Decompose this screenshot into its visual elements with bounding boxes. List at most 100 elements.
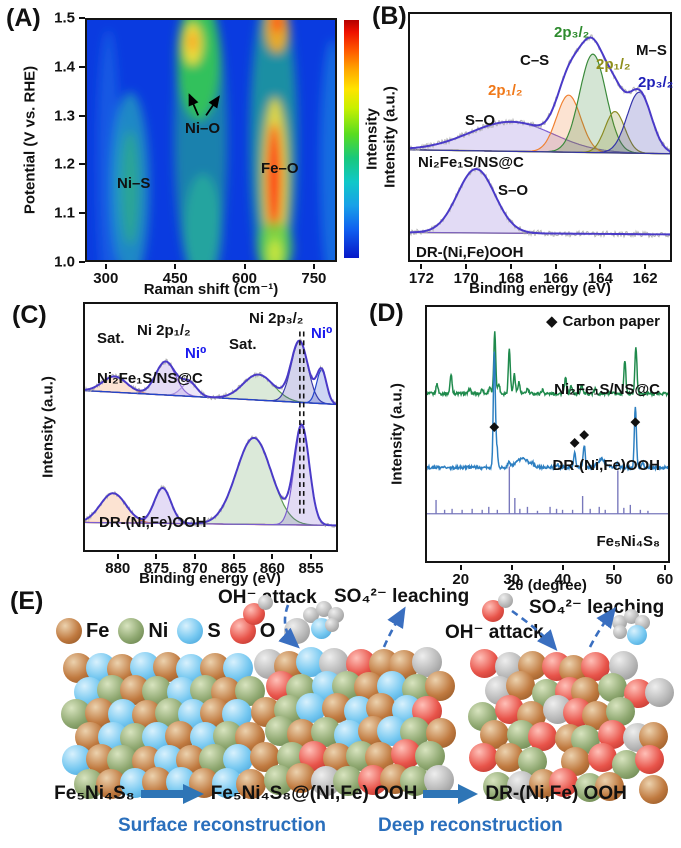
panel-b-ylabel: Intensity (a.u.) bbox=[381, 86, 399, 188]
c-ann-ni0-left: Ni⁰ bbox=[185, 345, 207, 362]
axis-tick-mark bbox=[612, 565, 615, 570]
axis-tick-mark bbox=[271, 554, 274, 559]
axis-tick-label: 170 bbox=[453, 270, 479, 287]
legend-label: Fe bbox=[86, 619, 110, 642]
formula-core-shell: Fe₅Ni₄S₈@(Ni,Fe) OOH bbox=[210, 783, 418, 804]
legend-item-fe: Fe bbox=[56, 618, 109, 644]
panel-c-ylabel: Intensity (a.u.) bbox=[39, 376, 57, 478]
axis-tick-mark bbox=[554, 264, 557, 269]
axis-tick-mark bbox=[79, 17, 85, 19]
sphere-s bbox=[627, 625, 647, 645]
legend-item-s: S bbox=[177, 618, 221, 644]
sphere-o bbox=[470, 649, 500, 679]
axis-tick-mark bbox=[644, 264, 647, 269]
axis-tick-label: 875 bbox=[143, 560, 169, 577]
b-ann-2p12-olive: 2p₁/₂ bbox=[596, 56, 631, 73]
panel-a: (A) Potential (V vs. RHE) Ni–S Ni–O Fe–O… bbox=[0, 0, 385, 298]
axis-tick-label: 750 bbox=[301, 270, 327, 287]
xrd-legend: ◆ Carbon paper bbox=[545, 312, 660, 331]
axis-tick-mark bbox=[561, 565, 564, 570]
axis-tick-mark bbox=[465, 264, 468, 269]
axis-tick-label: 1.4 bbox=[54, 58, 75, 76]
axis-tick-mark bbox=[232, 554, 235, 559]
panel-e: (E) FeNiSOH OH⁻ attack SO₄²⁻ leaching OH… bbox=[0, 585, 681, 848]
d-series2-label: DR-(Ni,Fe)OOH bbox=[552, 457, 661, 474]
b-ann-cs: C–S bbox=[520, 52, 550, 69]
panel-a-yticks: 1.5 1.4 1.3 1.2 1.1 1.0 bbox=[45, 10, 85, 271]
panel-b: (B) Intensity (a.u.) S–O 2p₁/₂ C–S 2p₃/₂… bbox=[368, 0, 681, 297]
axis-tick-mark bbox=[663, 565, 666, 570]
axis-tick-mark bbox=[79, 163, 85, 166]
so4-leaching-1-label: SO₄²⁻ leaching bbox=[334, 586, 470, 607]
xrd-plot bbox=[427, 331, 668, 515]
axis-tick-mark bbox=[510, 565, 513, 570]
axis-tick-label: 50 bbox=[605, 571, 623, 588]
axis-tick-label: 40 bbox=[554, 571, 572, 588]
axis-tick-label: 162 bbox=[632, 270, 658, 287]
panel-d-xlabel: 2θ (degree) bbox=[507, 577, 587, 594]
panel-a-ylabel: Potential (V vs. RHE) bbox=[21, 65, 39, 215]
c-ann-ni0-right: Ni⁰ bbox=[311, 325, 333, 342]
panel-c-xlabel: Binding energy (eV) bbox=[139, 570, 281, 587]
sphere-fe bbox=[639, 775, 669, 805]
panel-e-label: (E) bbox=[10, 587, 44, 615]
annotation-nis: Ni–S bbox=[117, 175, 151, 192]
axis-tick-mark bbox=[79, 65, 85, 68]
c-ann-ni2p32: Ni 2p₃/₂ bbox=[249, 310, 304, 327]
panel-b-xlabel: Binding energy (eV) bbox=[469, 280, 611, 297]
sphere-fe bbox=[595, 772, 625, 802]
panel-b-label: (B) bbox=[372, 2, 407, 30]
axis-tick-label: 870 bbox=[182, 560, 208, 577]
axis-tick-mark bbox=[104, 264, 107, 269]
legend-label: S bbox=[207, 619, 221, 642]
sphere-ni bbox=[118, 618, 145, 644]
element-legend: FeNiSOH bbox=[56, 618, 329, 644]
axis-tick-label: 30 bbox=[503, 571, 521, 588]
axis-tick-label: 865 bbox=[221, 560, 247, 577]
b-ann-2p32-blue: 2p₃/₂ bbox=[638, 74, 674, 91]
panel-d-ylabel: Intensity (a.u.) bbox=[388, 383, 406, 485]
sphere-h bbox=[613, 625, 627, 639]
axis-tick-mark bbox=[312, 264, 315, 269]
axis-tick-label: 450 bbox=[162, 270, 188, 287]
sphere-o bbox=[528, 721, 558, 751]
sphere-fe bbox=[506, 670, 536, 700]
axis-tick-label: 172 bbox=[408, 270, 434, 287]
sphere-o bbox=[634, 745, 664, 775]
panel-d-xticks: 20 30 40 50 60 bbox=[425, 565, 673, 588]
sphere-o bbox=[243, 603, 265, 625]
b-ann-2p12-orange: 2p₁/₂ bbox=[488, 82, 523, 99]
sphere-fe bbox=[235, 768, 266, 799]
c-ann-sat1: Sat. bbox=[97, 330, 125, 347]
axis-tick-mark bbox=[79, 212, 85, 215]
panel-b-xticks: 172 170 168 166 164 162 bbox=[408, 264, 672, 287]
c-ann-ni2p12: Ni 2p₁/₂ bbox=[137, 322, 191, 339]
axis-tick-mark bbox=[243, 264, 246, 269]
panel-d: (D) Intensity (a.u.) ◆ Carbon paper Ni₂F… bbox=[365, 295, 681, 594]
axis-tick-label: 300 bbox=[93, 270, 119, 287]
axis-tick-label: 1.5 bbox=[54, 9, 75, 27]
xps-ni2p-box: Sat. Ni 2p₁/₂ Ni⁰ Sat. Ni 2p₃/₂ Ni⁰ Ni₂F… bbox=[83, 302, 338, 552]
axis-tick-mark bbox=[309, 554, 312, 559]
axis-tick-mark bbox=[459, 565, 462, 570]
diamond-icon: ◆ bbox=[545, 313, 558, 330]
sphere-o bbox=[482, 600, 504, 622]
axis-tick-mark bbox=[420, 264, 423, 269]
b-ann-ms: M–S bbox=[636, 42, 667, 59]
surface-reconstruction-caption: Surface reconstruction bbox=[118, 815, 326, 836]
axis-tick-label: 600 bbox=[232, 270, 258, 287]
sphere-h bbox=[644, 678, 674, 708]
xrd-box: ◆ Carbon paper Ni₂Fe₁S/NS@C DR-(Ni,Fe)OO… bbox=[425, 305, 670, 563]
axis-tick-label: 880 bbox=[105, 560, 131, 577]
panel-c-label: (C) bbox=[12, 301, 47, 329]
axis-tick-label: 166 bbox=[543, 270, 569, 287]
sphere-ni bbox=[333, 765, 364, 796]
axis-tick-mark bbox=[599, 264, 602, 269]
raman-heatmap-box: Ni–S Ni–O Fe–O bbox=[85, 18, 337, 262]
sphere-fe bbox=[56, 618, 82, 644]
panel-c-xticks: 880 875 870 865 860 855 bbox=[83, 554, 338, 577]
panel-a-xlabel: Raman shift (cm⁻¹) bbox=[143, 281, 279, 298]
axis-tick-label: 1.3 bbox=[54, 107, 75, 125]
sphere-o bbox=[587, 743, 617, 773]
panel-a-label: (A) bbox=[6, 4, 41, 32]
